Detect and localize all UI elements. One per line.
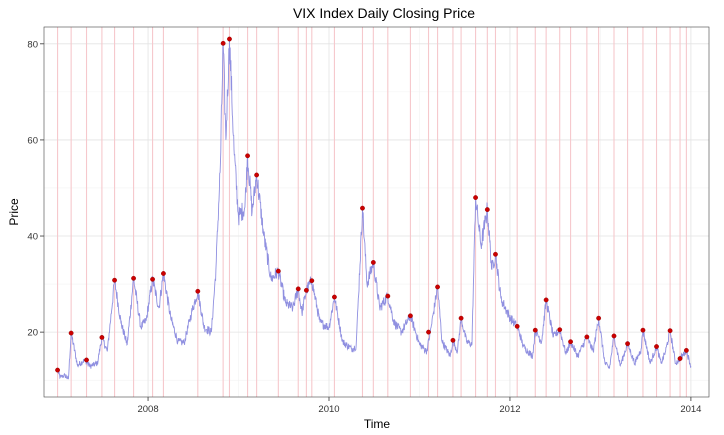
peak-marker [55, 367, 60, 373]
x-tick-label: 2012 [499, 404, 520, 415]
y-axis-title: Price [7, 198, 21, 226]
peak-marker [150, 276, 155, 282]
panel-border [43, 26, 710, 398]
peak-marker [493, 251, 498, 257]
peak-marker [408, 313, 413, 319]
peak-marker [484, 207, 490, 212]
y-tick-label: 20 [27, 328, 38, 339]
peak-marker [683, 347, 689, 353]
peak-marker [370, 260, 376, 265]
peak-marker [360, 205, 365, 211]
plot-panel [44, 27, 709, 397]
peak-marker [303, 287, 309, 293]
peak-marker [332, 294, 337, 300]
axes: 2008 2010 2012 2014 20 40 60 80 [27, 26, 710, 415]
peak-marker [532, 327, 538, 333]
x-tick-label: 2014 [680, 404, 701, 415]
peak-marker [426, 329, 431, 335]
chart-title: VIX Index Daily Closing Price [293, 5, 475, 21]
x-tick-label: 2008 [137, 404, 158, 415]
peak-marker [611, 333, 617, 339]
x-axis-title: Time [364, 417, 391, 431]
peak-marker [473, 195, 478, 200]
peak-marker [227, 36, 232, 42]
peak-marker [596, 315, 602, 321]
peak-marker [640, 327, 646, 333]
peak-marker [543, 297, 549, 303]
peak-marker [625, 341, 630, 347]
peak-marker [435, 284, 440, 290]
y-tick-label: 60 [27, 135, 38, 146]
peak-marker [458, 315, 464, 321]
peak-marker [112, 277, 117, 283]
peak-marker [584, 334, 590, 340]
peak-marker [557, 327, 563, 333]
peak-marker [84, 357, 89, 363]
peak-marker [514, 323, 520, 329]
peak-marker [295, 286, 301, 292]
peak-marker [677, 356, 683, 361]
peak-markers [55, 36, 689, 373]
peak-marker [667, 328, 673, 334]
peak-marker [450, 337, 456, 343]
peak-marker [654, 344, 659, 349]
peak-marker [68, 330, 74, 336]
peak-marker [309, 278, 315, 284]
peak-marker [568, 339, 573, 345]
y-tick-label: 80 [27, 39, 38, 50]
peak-marker [385, 293, 391, 299]
x-tick-label: 2010 [318, 404, 339, 415]
peak-marker [254, 172, 260, 178]
peak-marker [161, 271, 166, 276]
y-tick-label: 40 [27, 232, 38, 243]
peak-marker [220, 40, 226, 46]
peak-marker [99, 335, 105, 340]
peak-marker [131, 275, 136, 281]
peak-marker [275, 268, 281, 274]
peak-marker [195, 288, 201, 294]
peak-marker [245, 153, 250, 159]
